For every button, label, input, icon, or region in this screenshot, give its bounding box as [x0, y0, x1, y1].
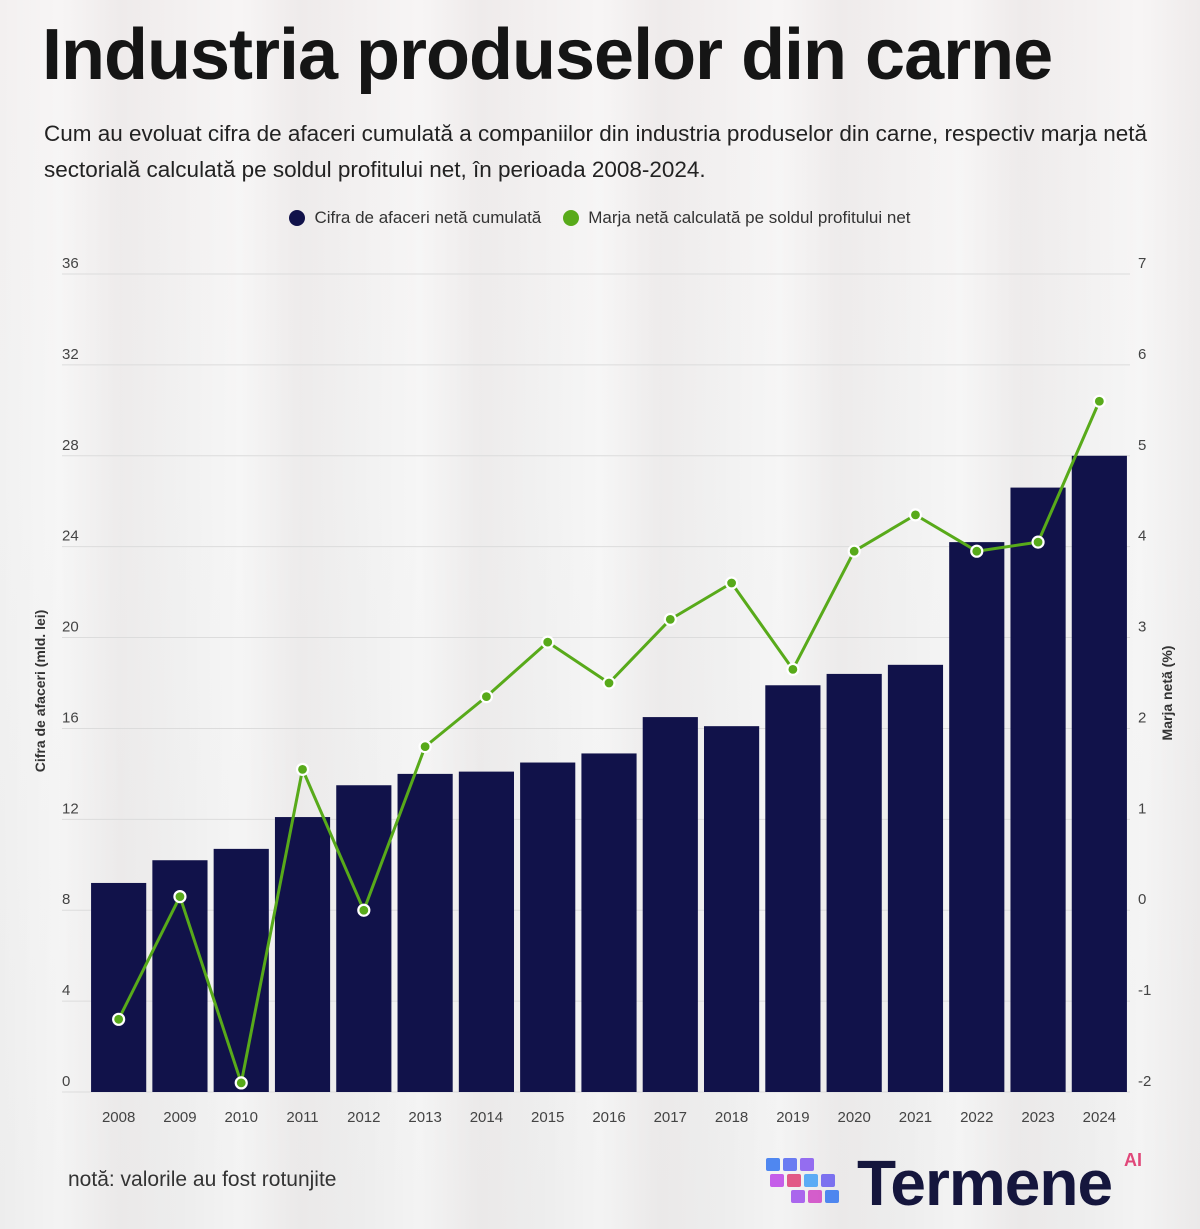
margin-point-2017: [663, 612, 677, 626]
page-title: Industria produselor din carne: [42, 15, 1053, 95]
y-right-tick-label: 6: [1138, 346, 1146, 363]
x-tick-label: 2017: [654, 1109, 687, 1126]
x-tick-label: 2020: [837, 1109, 870, 1126]
margin-point-2016: [602, 676, 616, 690]
brand-cube-cell: [770, 1174, 784, 1187]
margin-point-2024: [1092, 394, 1106, 408]
y-left-tick-label: 32: [62, 346, 79, 363]
y-left-tick-label: 8: [62, 891, 70, 908]
x-tick-label: 2014: [470, 1109, 503, 1126]
brand-cube-cell: [825, 1190, 839, 1203]
y-left-tick-label: 0: [62, 1073, 70, 1090]
legend-dot-revenue: [289, 210, 306, 226]
brand-suffix: AI: [1124, 1150, 1142, 1170]
y-right-tick-label: -2: [1138, 1073, 1151, 1090]
bar-2010: [213, 848, 269, 1092]
brand-cube-cell: [808, 1190, 822, 1203]
x-tick-label: 2022: [960, 1109, 993, 1126]
brand-cube-cell: [791, 1190, 805, 1203]
bar-2008: [91, 882, 147, 1092]
margin-point-2022: [970, 544, 984, 558]
legend-dot-margin: [563, 210, 580, 226]
x-tick-label: 2013: [408, 1109, 441, 1126]
margin-point-2019: [786, 662, 800, 676]
x-tick-label: 2023: [1021, 1109, 1054, 1126]
bar-2024: [1071, 455, 1127, 1092]
bar-2023: [1010, 487, 1066, 1093]
footnote: notă: valorile au fost rotunjite: [68, 1168, 337, 1191]
y-left-tick-label: 12: [62, 800, 79, 817]
chart-legend: Cifra de afaceri netă cumulată Marja net…: [0, 208, 1200, 228]
bar-2022: [949, 542, 1005, 1092]
brand-cube-cell: [783, 1158, 797, 1171]
brand-logo: Termene AI: [762, 1150, 1162, 1220]
legend-item-revenue[interactable]: Cifra de afaceri netă cumulată: [289, 208, 541, 228]
x-tick-label: 2019: [776, 1109, 809, 1126]
bar-2015: [520, 762, 576, 1092]
bar-2014: [458, 771, 514, 1092]
margin-point-2014: [479, 690, 494, 704]
bar-2011: [274, 817, 331, 1092]
bar-2017: [642, 717, 698, 1092]
y-left-tick-label: 4: [62, 982, 70, 999]
y-left-axis-label: Cifra de afaceri (mld. lei): [32, 610, 48, 773]
x-tick-label: 2009: [163, 1109, 196, 1126]
margin-point-2013: [418, 740, 432, 754]
y-right-tick-label: 1: [1138, 800, 1146, 817]
bar-2018: [704, 726, 760, 1092]
brand-cube-cell: [787, 1174, 801, 1187]
y-left-tick-label: 16: [62, 709, 79, 726]
bar-2012: [336, 785, 392, 1092]
y-left-tick-label: 36: [62, 255, 79, 272]
margin-point-2015: [541, 635, 555, 649]
margin-point-2021: [908, 508, 923, 522]
margin-point-2020: [847, 544, 861, 558]
brand-cube-icon: [766, 1158, 839, 1203]
x-tick-label: 2018: [715, 1109, 748, 1126]
y-right-tick-label: -1: [1138, 982, 1151, 999]
x-tick-label: 2010: [225, 1109, 258, 1126]
margin-point-2010: [234, 1076, 248, 1090]
bar-2019: [765, 685, 821, 1092]
margin-point-2018: [724, 576, 739, 590]
y-right-tick-label: 5: [1138, 437, 1146, 454]
brand-cube-cell: [800, 1158, 814, 1171]
margin-point-2011: [295, 762, 310, 776]
chart-subtitle: Cum au evoluat cifra de afaceri cumulată…: [44, 121, 1148, 182]
margin-point-2012: [357, 903, 371, 917]
y-left-tick-label: 24: [62, 528, 79, 545]
margin-point-2023: [1031, 535, 1045, 549]
y-right-tick-label: 3: [1138, 619, 1146, 636]
brand-cube-cell: [766, 1158, 780, 1171]
x-tick-label: 2011: [286, 1109, 318, 1126]
x-tick-label: 2021: [899, 1109, 932, 1126]
y-right-tick-label: 4: [1138, 528, 1146, 545]
x-tick-label: 2015: [531, 1109, 564, 1126]
x-tick-label: 2024: [1083, 1109, 1116, 1126]
brand-name: Termene: [857, 1147, 1113, 1219]
y-right-tick-label: 2: [1138, 709, 1146, 726]
y-left-tick-label: 28: [62, 437, 79, 454]
y-right-axis-label: Marja netă (%): [1159, 646, 1175, 741]
x-tick-label: 2008: [102, 1109, 135, 1126]
x-tick-label: 2012: [347, 1109, 380, 1126]
legend-label-margin: Marja netă calculată pe soldul profitulu…: [588, 208, 911, 227]
y-right-tick-label: 7: [1138, 255, 1146, 272]
y-right-tick-label: 0: [1138, 891, 1146, 908]
brand-cube-cell: [821, 1174, 835, 1187]
bar-2016: [581, 753, 637, 1092]
bar-2021: [887, 664, 944, 1092]
y-left-tick-label: 20: [62, 619, 79, 636]
legend-item-margin[interactable]: Marja netă calculată pe soldul profitulu…: [563, 208, 911, 228]
x-tick-label: 2016: [592, 1109, 625, 1126]
margin-point-2009: [173, 889, 187, 904]
brand-cube-cell: [804, 1174, 818, 1187]
bar-2020: [826, 673, 882, 1092]
margin-point-2008: [112, 1012, 126, 1026]
legend-label-revenue: Cifra de afaceri netă cumulată: [314, 208, 542, 227]
bar-2013: [397, 773, 453, 1092]
